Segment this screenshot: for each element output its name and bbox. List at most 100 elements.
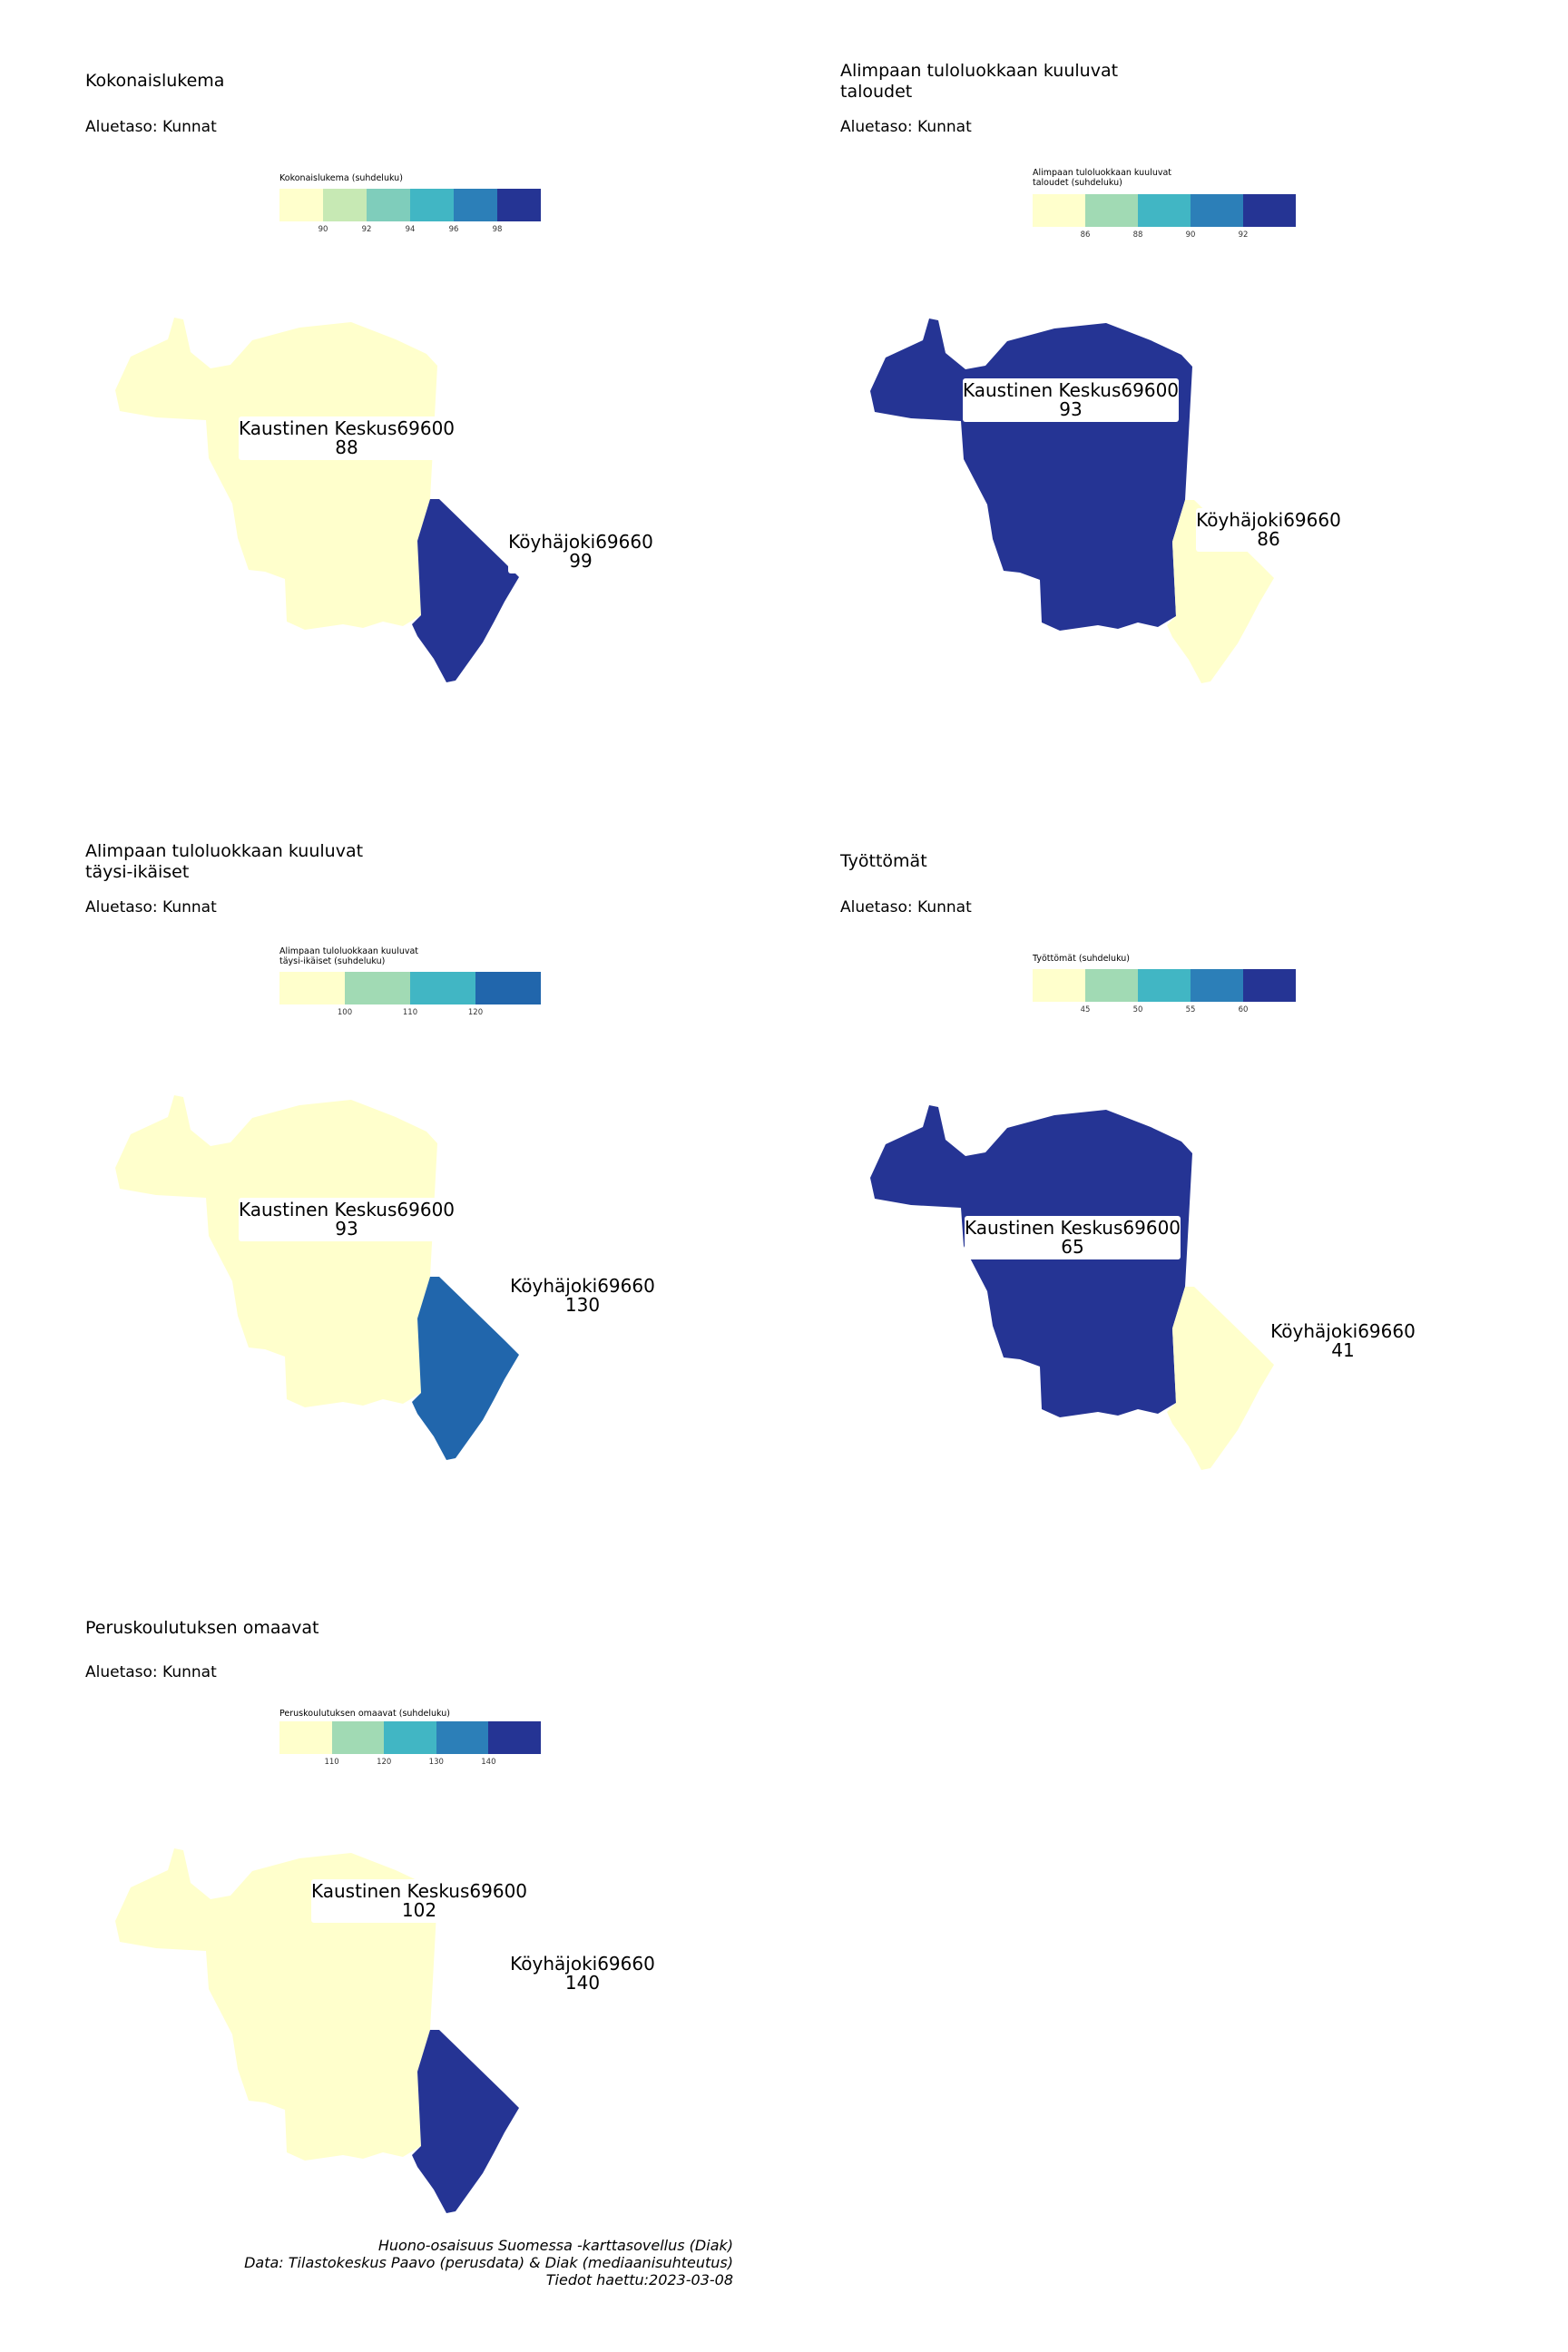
legend-tick-label: 90 <box>1185 230 1196 240</box>
legend-tick-label: 90 <box>318 225 328 234</box>
legend-swatch <box>323 189 367 221</box>
region-value: 130 <box>565 1294 600 1316</box>
panel-title: Alimpaan tuloluokkaan kuuluvat taloudet <box>840 61 1119 102</box>
legend-swatch <box>1138 194 1191 227</box>
legend-tick-label: 60 <box>1238 1005 1249 1014</box>
legend-tick-label: 50 <box>1132 1005 1143 1014</box>
legend-swatch <box>1243 194 1296 227</box>
region-name: Kaustinen Keskus69600 <box>965 1217 1181 1239</box>
legend-tick-label: 100 <box>337 1008 353 1017</box>
region-name: Kaustinen Keskus69600 <box>239 1199 455 1220</box>
legend-swatch <box>331 1721 385 1754</box>
panel-title: Alimpaan tuloluokkaan kuuluvat täysi-ikä… <box>85 841 364 882</box>
region-name: Köyhäjoki69660 <box>510 1275 655 1297</box>
legend-tick-label: 140 <box>481 1758 496 1767</box>
region-name: Köyhäjoki69660 <box>1196 509 1341 531</box>
panel-subtitle: Aluetaso: Kunnat <box>85 118 217 136</box>
legend-title: Työttömät (suhdeluku) <box>1033 954 1131 964</box>
legend-tick-label: 94 <box>405 225 416 234</box>
legend-bar <box>1033 194 1296 227</box>
legend-tick-label: 130 <box>428 1758 444 1767</box>
region-value: 93 <box>1059 398 1082 420</box>
legend-swatch <box>1191 969 1243 1002</box>
legend-tick-label: 88 <box>1132 230 1143 240</box>
region-value: 93 <box>335 1218 358 1240</box>
legend-swatch <box>1085 969 1138 1002</box>
credits-line-app: Huono-osaisuus Suomessa -karttasovellus … <box>377 2237 733 2254</box>
legend-tick-label: 98 <box>492 225 503 234</box>
legend-swatch <box>367 189 410 221</box>
region-kaustinen-keskus <box>115 1095 437 1407</box>
region-koyhajoki <box>412 2030 519 2213</box>
legend-title: Kokonaislukema (suhdeluku) <box>279 173 403 183</box>
credits-line-data: Data: Tilastokeskus Paavo (perusdata) & … <box>244 2254 733 2271</box>
legend-swatch <box>279 1721 332 1754</box>
panel-title: Kokonaislukema <box>85 71 225 91</box>
legend-tick-label: 92 <box>361 225 372 234</box>
legend-title: Peruskoulutuksen omaavat (suhdeluku) <box>279 1709 450 1719</box>
credits-line-date: Tiedot haettu:2023-03-08 <box>545 2271 733 2288</box>
region-value: 140 <box>565 1972 600 1994</box>
legend-title: Alimpaan tuloluokkaan kuuluvat täysi-ikä… <box>279 946 419 966</box>
legend-tick-label: 86 <box>1080 230 1091 240</box>
legend-swatch <box>497 189 541 221</box>
region-kaustinen-keskus <box>870 318 1192 631</box>
legend-tick-label: 110 <box>402 1008 418 1017</box>
legend-tick-label: 96 <box>448 225 459 234</box>
panel-subtitle: Aluetaso: Kunnat <box>840 898 972 916</box>
panel-subtitle: Aluetaso: Kunnat <box>840 118 972 136</box>
legend-swatch <box>279 189 323 221</box>
legend-tick-label: 55 <box>1185 1005 1196 1014</box>
region-name: Kaustinen Keskus69600 <box>311 1880 527 1902</box>
region-value: 99 <box>569 550 592 572</box>
region-name: Köyhäjoki69660 <box>1270 1320 1416 1342</box>
panel-title: Peruskoulutuksen omaavat <box>85 1618 319 1638</box>
panel-subtitle: Aluetaso: Kunnat <box>85 898 217 916</box>
legend-tick-label: 45 <box>1080 1005 1091 1014</box>
legend-swatch <box>410 189 454 221</box>
region-name: Kaustinen Keskus69600 <box>963 379 1179 401</box>
legend-bar <box>279 189 541 221</box>
legend-tick-label: 120 <box>467 1008 484 1017</box>
legend-title: Alimpaan tuloluokkaan kuuluvat taloudet … <box>1033 168 1172 188</box>
map-panel-peruskoulutuksen-omaavat: Peruskoulutuksen omaavat Aluetaso: Kunna… <box>74 1618 818 2271</box>
region-name: Köyhäjoki69660 <box>508 531 653 553</box>
region-koyhajoki <box>1167 500 1274 683</box>
region-name: Kaustinen Keskus69600 <box>239 417 455 439</box>
legend-swatch <box>1085 194 1138 227</box>
region-value: 88 <box>335 436 358 458</box>
legend-swatch <box>384 1721 436 1754</box>
region-name: Köyhäjoki69660 <box>510 1953 655 1975</box>
legend-tick-label: 110 <box>324 1758 339 1767</box>
legend-swatch <box>279 972 345 1004</box>
credits: Huono-osaisuus Suomessa -karttasovellus … <box>98 2237 733 2288</box>
panel-subtitle: Aluetaso: Kunnat <box>85 1663 217 1681</box>
region-value: 102 <box>402 1899 436 1921</box>
region-value: 86 <box>1257 528 1279 550</box>
map-panel-alimpaan-tuloluokkaan-taloudet: Alimpaan tuloluokkaan kuuluvat taloudet … <box>829 61 1568 714</box>
map-panel-tyottomat: Työttömät Aluetaso: Kunnat Työttömät (su… <box>829 851 1568 1504</box>
legend-swatch <box>410 972 475 1004</box>
legend-tick-label: 92 <box>1238 230 1249 240</box>
region-koyhajoki <box>412 1277 519 1460</box>
legend-swatch <box>1191 194 1243 227</box>
legend-swatch <box>1243 969 1296 1002</box>
legend-swatch <box>345 972 410 1004</box>
region-kaustinen-keskus <box>870 1105 1192 1417</box>
map-panel-kokonaislukema: Kokonaislukema Aluetaso: Kunnat Kokonais… <box>74 71 818 724</box>
legend-swatch <box>475 972 541 1004</box>
legend-swatch <box>1033 969 1085 1002</box>
